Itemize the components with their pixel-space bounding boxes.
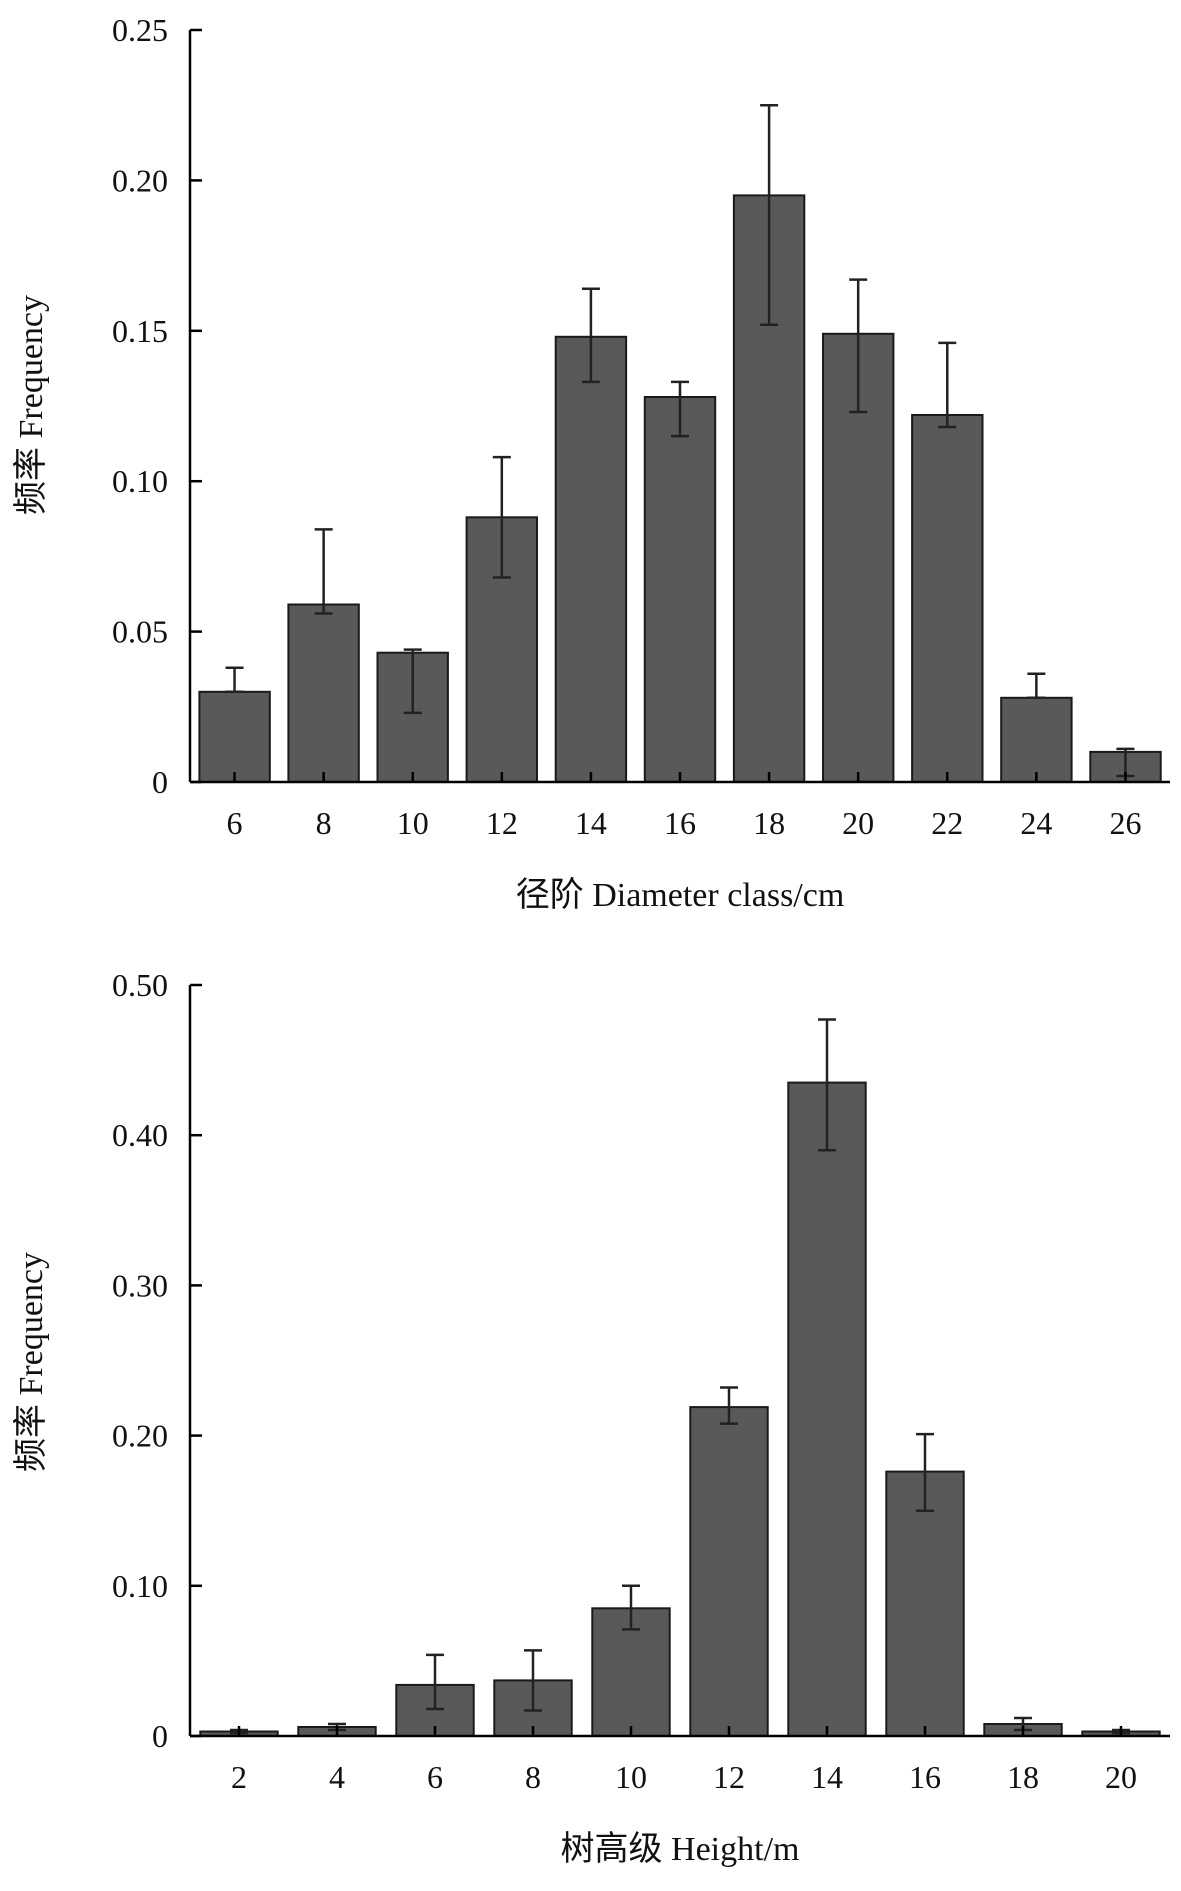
error-bar-14 [581, 287, 600, 384]
y-tick-label: 0.25 [112, 12, 168, 48]
x-tick-label: 26 [1109, 805, 1141, 841]
y-axis-title: 频率 Frequency [12, 1252, 50, 1472]
y-tick-label: 0.20 [112, 162, 168, 198]
error-bar-16 [671, 380, 689, 438]
y-tick-label: 0.10 [112, 463, 168, 499]
error-bar-6 [225, 666, 244, 694]
y-tick-label: 0.05 [112, 614, 168, 650]
error-bar-22 [938, 341, 957, 429]
x-axis-title: 树高级 Height/m [561, 1830, 800, 1868]
x-tick-label: 8 [316, 805, 332, 841]
x-tick-label: 16 [909, 1759, 941, 1795]
x-tick-label: 22 [931, 805, 963, 841]
error-bar-18 [760, 103, 779, 327]
x-tick-label: 12 [486, 805, 518, 841]
error-bar-6 [426, 1653, 444, 1711]
error-bar-10 [622, 1584, 640, 1631]
error-bar-12 [720, 1386, 738, 1425]
x-tick-label: 8 [525, 1759, 541, 1795]
x-tick-label: 18 [1007, 1759, 1039, 1795]
x-tick-label: 24 [1020, 805, 1052, 841]
bar-14 [787, 1081, 867, 1737]
bar-8 [287, 603, 360, 783]
bar-24 [1000, 696, 1073, 783]
error-bar-14 [818, 1018, 836, 1152]
error-bar-8 [524, 1649, 542, 1712]
bar-14 [554, 335, 628, 783]
x-axis-title: 径阶 Diameter class/cm [516, 876, 845, 914]
bar-12 [689, 1406, 769, 1737]
height-class-chart: 0 0.10 0.20 0.30 0.40 0.50 2 4 6 8 10 12 14 16 18 20 树高级… [12, 967, 1170, 1868]
x-tick-label: 4 [329, 1759, 345, 1795]
bar-22 [911, 414, 984, 783]
x-tick-label: 12 [713, 1759, 745, 1795]
x-tick-label: 2 [231, 1759, 247, 1795]
x-tick-label: 6 [227, 805, 243, 841]
error-bar-24 [1027, 672, 1046, 700]
bar-6 [198, 690, 271, 783]
x-tick-label: 18 [753, 805, 785, 841]
y-tick-label: 0.20 [112, 1418, 168, 1454]
y-axis-title: 频率 Frequency [12, 295, 50, 515]
y-tick-label: 0.40 [112, 1117, 168, 1153]
x-tick-label: 20 [842, 805, 874, 841]
y-tick-label: 0.10 [112, 1568, 168, 1604]
diameter-class-chart: 0 0.05 0.10 0.15 0.20 0.25 6 8 10 12 14 16 18 20 22 24 2… [12, 12, 1170, 914]
bar-16 [643, 396, 717, 783]
y-tick-label: 0 [152, 764, 168, 800]
x-tick-label: 16 [664, 805, 696, 841]
bar-16 [885, 1470, 965, 1737]
x-tick-label: 6 [427, 1759, 443, 1795]
y-tick-label: 0.15 [112, 313, 168, 349]
error-bar-10 [403, 648, 422, 715]
error-bar-16 [916, 1432, 934, 1512]
x-tick-label: 10 [615, 1759, 647, 1795]
bar-20 [822, 332, 895, 783]
y-tick-label: 0.30 [112, 1267, 168, 1303]
y-tick-label: 0.50 [112, 967, 168, 1003]
x-tick-label: 14 [575, 805, 607, 841]
y-tick-label: 0 [152, 1718, 168, 1754]
x-tick-label: 20 [1105, 1759, 1137, 1795]
error-bar-8 [314, 528, 333, 615]
x-tick-label: 14 [811, 1759, 843, 1795]
x-tick-label: 10 [397, 805, 429, 841]
error-bar-12 [492, 455, 511, 579]
error-bar-20 [849, 278, 868, 414]
